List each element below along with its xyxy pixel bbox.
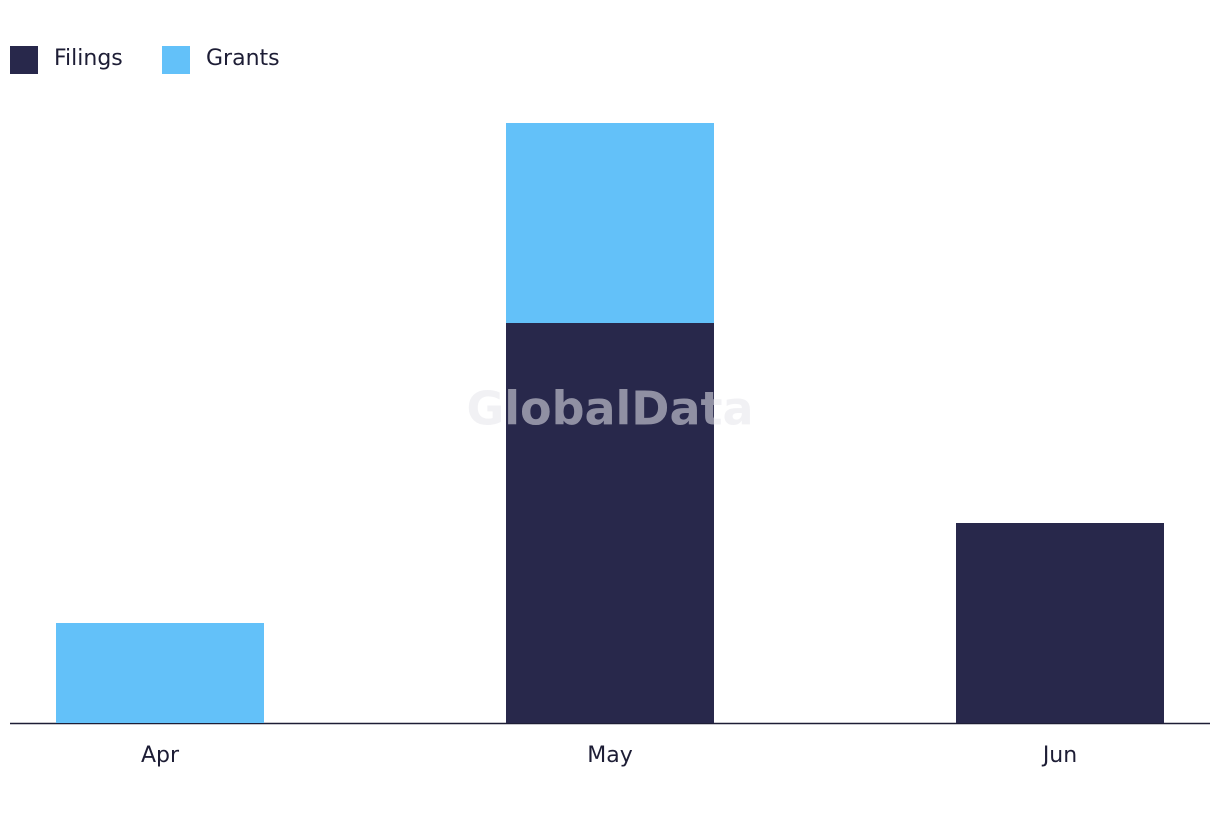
x-tick-label: Jun [1041, 743, 1077, 768]
legend-swatch [162, 46, 190, 74]
bar-segment [506, 123, 714, 323]
bar-segment [56, 623, 264, 723]
x-tick-label: May [587, 743, 632, 768]
bar-segment [956, 523, 1164, 723]
legend-swatch [10, 46, 38, 74]
legend-label: Filings [54, 46, 123, 71]
legend-label: Grants [206, 46, 280, 71]
bar-segment [506, 323, 714, 723]
x-tick-label: Apr [141, 743, 180, 768]
watermark: GlobalData [466, 382, 753, 436]
